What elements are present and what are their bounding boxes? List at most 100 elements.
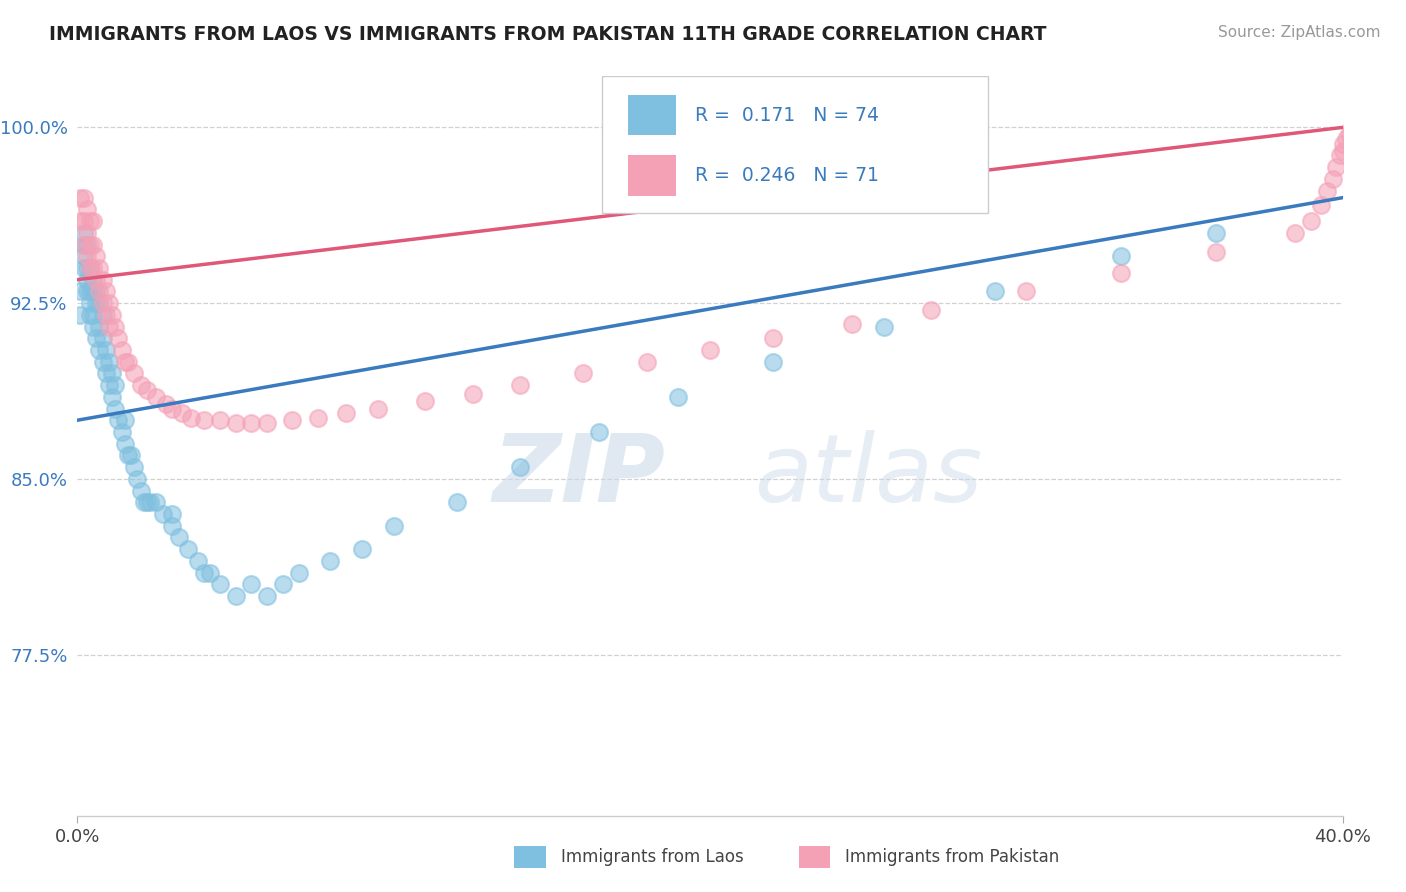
Point bbox=[200, 566, 222, 580]
Point bbox=[225, 416, 247, 430]
Point bbox=[79, 237, 101, 252]
Point bbox=[335, 406, 357, 420]
Point bbox=[98, 354, 120, 368]
Point bbox=[69, 308, 91, 322]
Point bbox=[446, 495, 468, 509]
Point bbox=[193, 566, 215, 580]
Point bbox=[139, 495, 162, 509]
Point bbox=[73, 214, 96, 228]
Point bbox=[94, 308, 117, 322]
Point bbox=[89, 285, 111, 299]
Point bbox=[124, 367, 146, 381]
Point bbox=[114, 436, 136, 450]
Point bbox=[86, 249, 108, 263]
Point bbox=[89, 296, 111, 310]
Point bbox=[208, 413, 231, 427]
Point bbox=[107, 331, 129, 345]
Point bbox=[367, 401, 389, 416]
Point bbox=[873, 319, 896, 334]
Point bbox=[73, 237, 96, 252]
Point bbox=[107, 413, 129, 427]
Point bbox=[104, 319, 127, 334]
Point bbox=[98, 296, 120, 310]
Point bbox=[76, 249, 98, 263]
Point bbox=[69, 191, 91, 205]
Point bbox=[82, 273, 104, 287]
Point bbox=[98, 319, 120, 334]
Point bbox=[193, 413, 215, 427]
FancyBboxPatch shape bbox=[603, 76, 988, 213]
Point bbox=[288, 566, 311, 580]
Point bbox=[1334, 132, 1357, 146]
Point bbox=[89, 260, 111, 275]
Point bbox=[1329, 148, 1351, 162]
Text: Immigrants from Pakistan: Immigrants from Pakistan bbox=[845, 848, 1060, 866]
Point bbox=[588, 425, 610, 439]
Point bbox=[82, 214, 104, 228]
Point bbox=[76, 226, 98, 240]
Point bbox=[91, 354, 114, 368]
Bar bbox=[628, 155, 676, 196]
Point bbox=[91, 273, 114, 287]
Point bbox=[162, 518, 183, 533]
Point bbox=[76, 273, 98, 287]
Point bbox=[145, 495, 167, 509]
Point bbox=[82, 308, 104, 322]
Point bbox=[984, 285, 1007, 299]
Point bbox=[120, 449, 142, 463]
Text: R =  0.246   N = 71: R = 0.246 N = 71 bbox=[695, 166, 879, 186]
Point bbox=[1324, 160, 1347, 174]
Point bbox=[1205, 226, 1227, 240]
Point bbox=[117, 449, 139, 463]
Point bbox=[170, 406, 193, 420]
Point bbox=[271, 577, 294, 591]
Point bbox=[82, 260, 104, 275]
Point bbox=[762, 331, 785, 345]
Point bbox=[94, 343, 117, 357]
Point bbox=[162, 401, 183, 416]
Point bbox=[152, 507, 174, 521]
Point bbox=[129, 378, 152, 392]
Point bbox=[162, 507, 183, 521]
Point bbox=[841, 317, 863, 331]
Point bbox=[135, 495, 157, 509]
Point bbox=[104, 378, 127, 392]
Point bbox=[461, 387, 484, 401]
Point bbox=[76, 285, 98, 299]
Point bbox=[382, 518, 405, 533]
Text: IMMIGRANTS FROM LAOS VS IMMIGRANTS FROM PAKISTAN 11TH GRADE CORRELATION CHART: IMMIGRANTS FROM LAOS VS IMMIGRANTS FROM … bbox=[49, 25, 1046, 44]
Point bbox=[1111, 249, 1133, 263]
Point bbox=[76, 237, 98, 252]
Text: atlas: atlas bbox=[755, 430, 983, 521]
Point bbox=[256, 589, 278, 603]
Point bbox=[82, 319, 104, 334]
Point bbox=[114, 413, 136, 427]
Point bbox=[1316, 184, 1339, 198]
Point bbox=[413, 394, 436, 409]
Point bbox=[98, 378, 120, 392]
Point bbox=[132, 495, 155, 509]
Point bbox=[167, 530, 190, 544]
Point bbox=[129, 483, 152, 498]
Point bbox=[155, 397, 177, 411]
Point bbox=[79, 260, 101, 275]
Point bbox=[1015, 285, 1038, 299]
Point bbox=[73, 226, 96, 240]
Point bbox=[91, 331, 114, 345]
Point bbox=[240, 416, 263, 430]
Point bbox=[1331, 136, 1354, 151]
Point bbox=[1322, 172, 1344, 186]
Point bbox=[699, 343, 721, 357]
Point bbox=[86, 273, 108, 287]
Point bbox=[79, 260, 101, 275]
Bar bbox=[515, 846, 546, 868]
Point bbox=[94, 285, 117, 299]
Point bbox=[73, 237, 96, 252]
Point bbox=[111, 343, 132, 357]
Point bbox=[79, 285, 101, 299]
Point bbox=[1284, 226, 1306, 240]
Bar bbox=[628, 95, 676, 136]
Point bbox=[177, 542, 200, 557]
Point bbox=[636, 354, 658, 368]
Point bbox=[225, 589, 247, 603]
